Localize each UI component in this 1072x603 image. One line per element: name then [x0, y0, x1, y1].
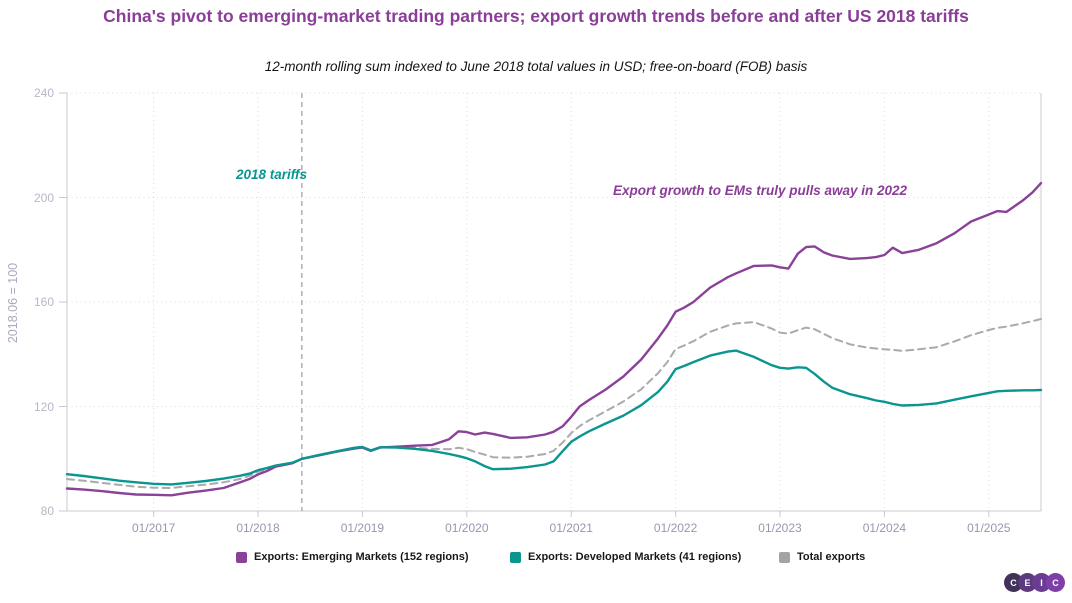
- em-callout-annotation: Export growth to EMs truly pulls away in…: [613, 183, 908, 198]
- legend-label: Total exports: [797, 551, 866, 563]
- legend-swatch-icon: [779, 551, 790, 563]
- legend-item: Exports: Emerging Markets (152 regions): [236, 551, 469, 563]
- x-tick-label: 01/2022: [653, 521, 698, 535]
- legend-label: Exports: Developed Markets (41 regions): [528, 551, 742, 563]
- x-tick-label: 01/2018: [236, 521, 280, 535]
- tariff-annotation: 2018 tariffs: [236, 167, 308, 182]
- x-tick-label: 01/2019: [340, 521, 385, 535]
- ceic-logo-circle: C: [1046, 573, 1065, 592]
- y-tick-label: 240: [33, 86, 54, 100]
- chart-title: China's pivot to emerging-market trading…: [103, 6, 969, 26]
- x-tick-label: 01/2023: [758, 521, 802, 535]
- y-tick-label: 80: [40, 504, 54, 518]
- legend-swatch-icon: [236, 551, 247, 563]
- legend-item: Total exports: [779, 551, 865, 563]
- legend-label: Exports: Emerging Markets (152 regions): [254, 551, 469, 563]
- x-tick-label: 01/2024: [862, 521, 907, 535]
- y-tick-label: 160: [33, 295, 54, 309]
- x-tick-label: 01/2017: [131, 521, 176, 535]
- y-tick-label: 120: [33, 399, 54, 414]
- x-tick-label: 01/2025: [967, 521, 1011, 535]
- x-tick-label: 01/2020: [445, 521, 489, 535]
- legend-swatch-icon: [510, 551, 521, 563]
- y-tick-label: 200: [33, 190, 54, 205]
- x-tick-label: 01/2021: [549, 521, 593, 535]
- legend-item: Exports: Developed Markets (41 regions): [510, 551, 741, 563]
- chart-subtitle: 12-month rolling sum indexed to June 201…: [264, 59, 808, 74]
